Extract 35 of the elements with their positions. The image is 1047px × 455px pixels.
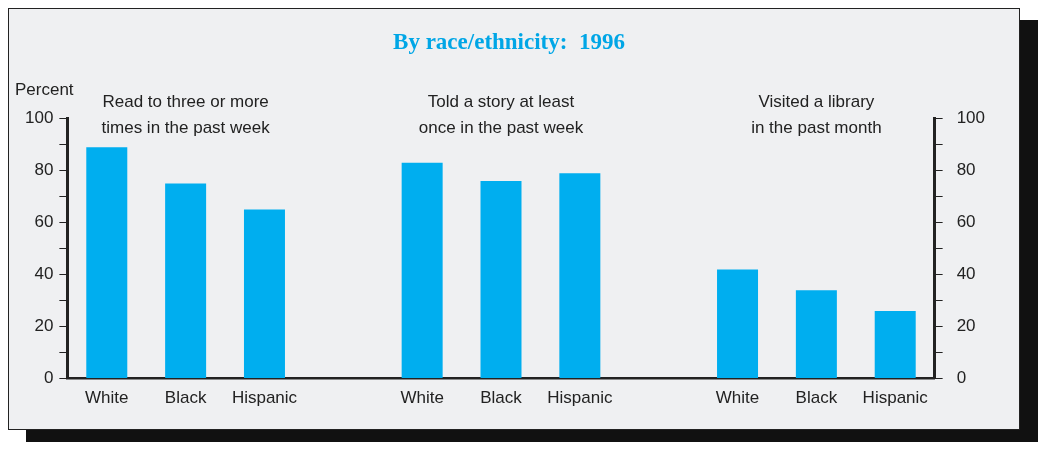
y-axis-title: Percent bbox=[15, 79, 74, 99]
bar bbox=[86, 147, 128, 379]
bar bbox=[165, 183, 207, 379]
bar bbox=[401, 162, 443, 379]
y-tick-label: 40 bbox=[34, 264, 54, 284]
y2-tick-label: 20 bbox=[956, 316, 976, 336]
annotation: Read to three or more times in the past week bbox=[101, 91, 271, 137]
bar bbox=[874, 311, 916, 379]
annotation: Told a story at least once in the past week bbox=[418, 91, 584, 137]
y-tick-label: 0 bbox=[43, 368, 54, 388]
y-tick-label: 100 bbox=[24, 108, 54, 128]
x-tick-label: White bbox=[400, 388, 444, 408]
x-tick-label: White bbox=[715, 388, 760, 408]
x-tick-label: Hispanic bbox=[231, 388, 298, 408]
x-tick-label: Black bbox=[480, 388, 523, 408]
bar bbox=[480, 181, 522, 379]
y-tick-label: 80 bbox=[34, 160, 54, 180]
bar bbox=[795, 290, 837, 379]
y2-tick-label: 100 bbox=[956, 108, 986, 128]
x-tick-label: Hispanic bbox=[547, 388, 613, 408]
y2-tick-label: 40 bbox=[956, 264, 976, 284]
annotation: Visited a library in the past month bbox=[751, 91, 882, 137]
chart-title: By race/ethnicity: 1996 bbox=[393, 28, 625, 54]
y2-tick-label: 0 bbox=[956, 368, 967, 388]
y2-tick-label: 60 bbox=[956, 212, 976, 232]
bar bbox=[559, 173, 601, 379]
y-tick-label: 20 bbox=[34, 316, 54, 336]
x-tick-label: Hispanic bbox=[862, 388, 929, 408]
x-tick-label: White bbox=[85, 388, 129, 408]
bar bbox=[717, 269, 759, 379]
y-tick-label: 60 bbox=[34, 212, 54, 232]
y2-tick-label: 80 bbox=[956, 160, 976, 180]
bar bbox=[243, 209, 285, 379]
x-tick-label: Black bbox=[164, 388, 207, 408]
x-tick-label: Black bbox=[795, 388, 838, 408]
